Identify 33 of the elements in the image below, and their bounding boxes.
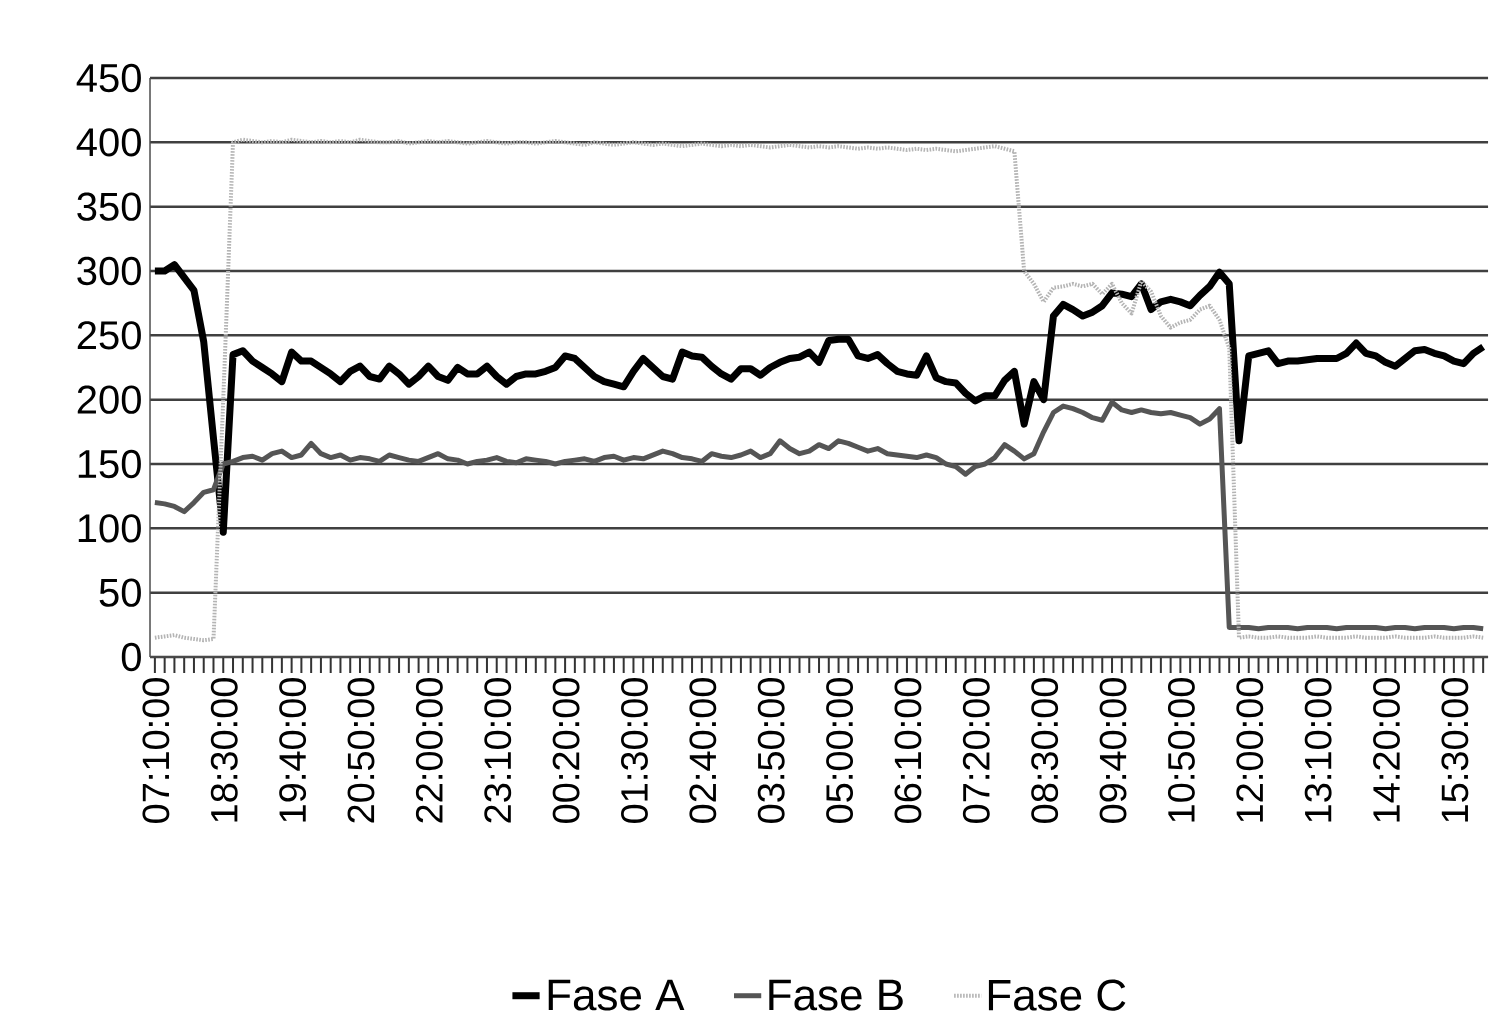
x-tick-label: 20:50:00: [347, 678, 375, 823]
y-tick-label: 300: [77, 256, 141, 286]
legend-label: Fase C: [988, 979, 1126, 1011]
x-tick-label: 03:50:00: [757, 678, 785, 823]
y-tick-label: 200: [77, 385, 141, 414]
x-tick-label: 09:40:00: [1099, 678, 1127, 823]
x-tick-label: 23:10:00: [484, 678, 512, 823]
x-tick-label: 01:30:00: [621, 678, 648, 823]
x-tick-label: 02:40:00: [689, 678, 717, 823]
y-tick-label: 450: [76, 63, 141, 93]
x-tick-label: 13:10:00: [1304, 678, 1332, 822]
legend-label: Fase A: [548, 979, 685, 1011]
x-tick-label: 19:40:00: [279, 678, 307, 822]
y-tick-label: 100: [78, 514, 141, 543]
y-tick-label: 400: [76, 128, 141, 157]
x-tick-label: 12:00:00: [1236, 678, 1264, 822]
x-tick-label: 06:10:00: [894, 678, 922, 823]
x-tick-label: 14:20:00: [1373, 678, 1400, 822]
x-tick-label: 22:00:00: [415, 678, 443, 823]
x-tick-label: 00:20:00: [552, 678, 580, 823]
x-tick-label: 05:00:00: [826, 678, 854, 823]
y-tick-label: 250: [77, 321, 141, 350]
legend-label: Fase B: [769, 979, 903, 1011]
x-tick-label: 18:30:00: [210, 678, 238, 822]
y-tick-label: 0: [121, 642, 141, 672]
y-tick-label: 150: [78, 449, 141, 479]
y-tick-label: 350: [77, 192, 141, 221]
x-tick-label: 07:20:00: [962, 678, 990, 823]
x-tick-label: 15:30:00: [1441, 678, 1469, 822]
x-tick-label: 07:10:00: [142, 678, 170, 823]
x-tick-label: 08:30:00: [1031, 678, 1059, 823]
x-tick-label: 10:50:00: [1167, 678, 1195, 822]
y-tick-label: 50: [99, 578, 141, 607]
